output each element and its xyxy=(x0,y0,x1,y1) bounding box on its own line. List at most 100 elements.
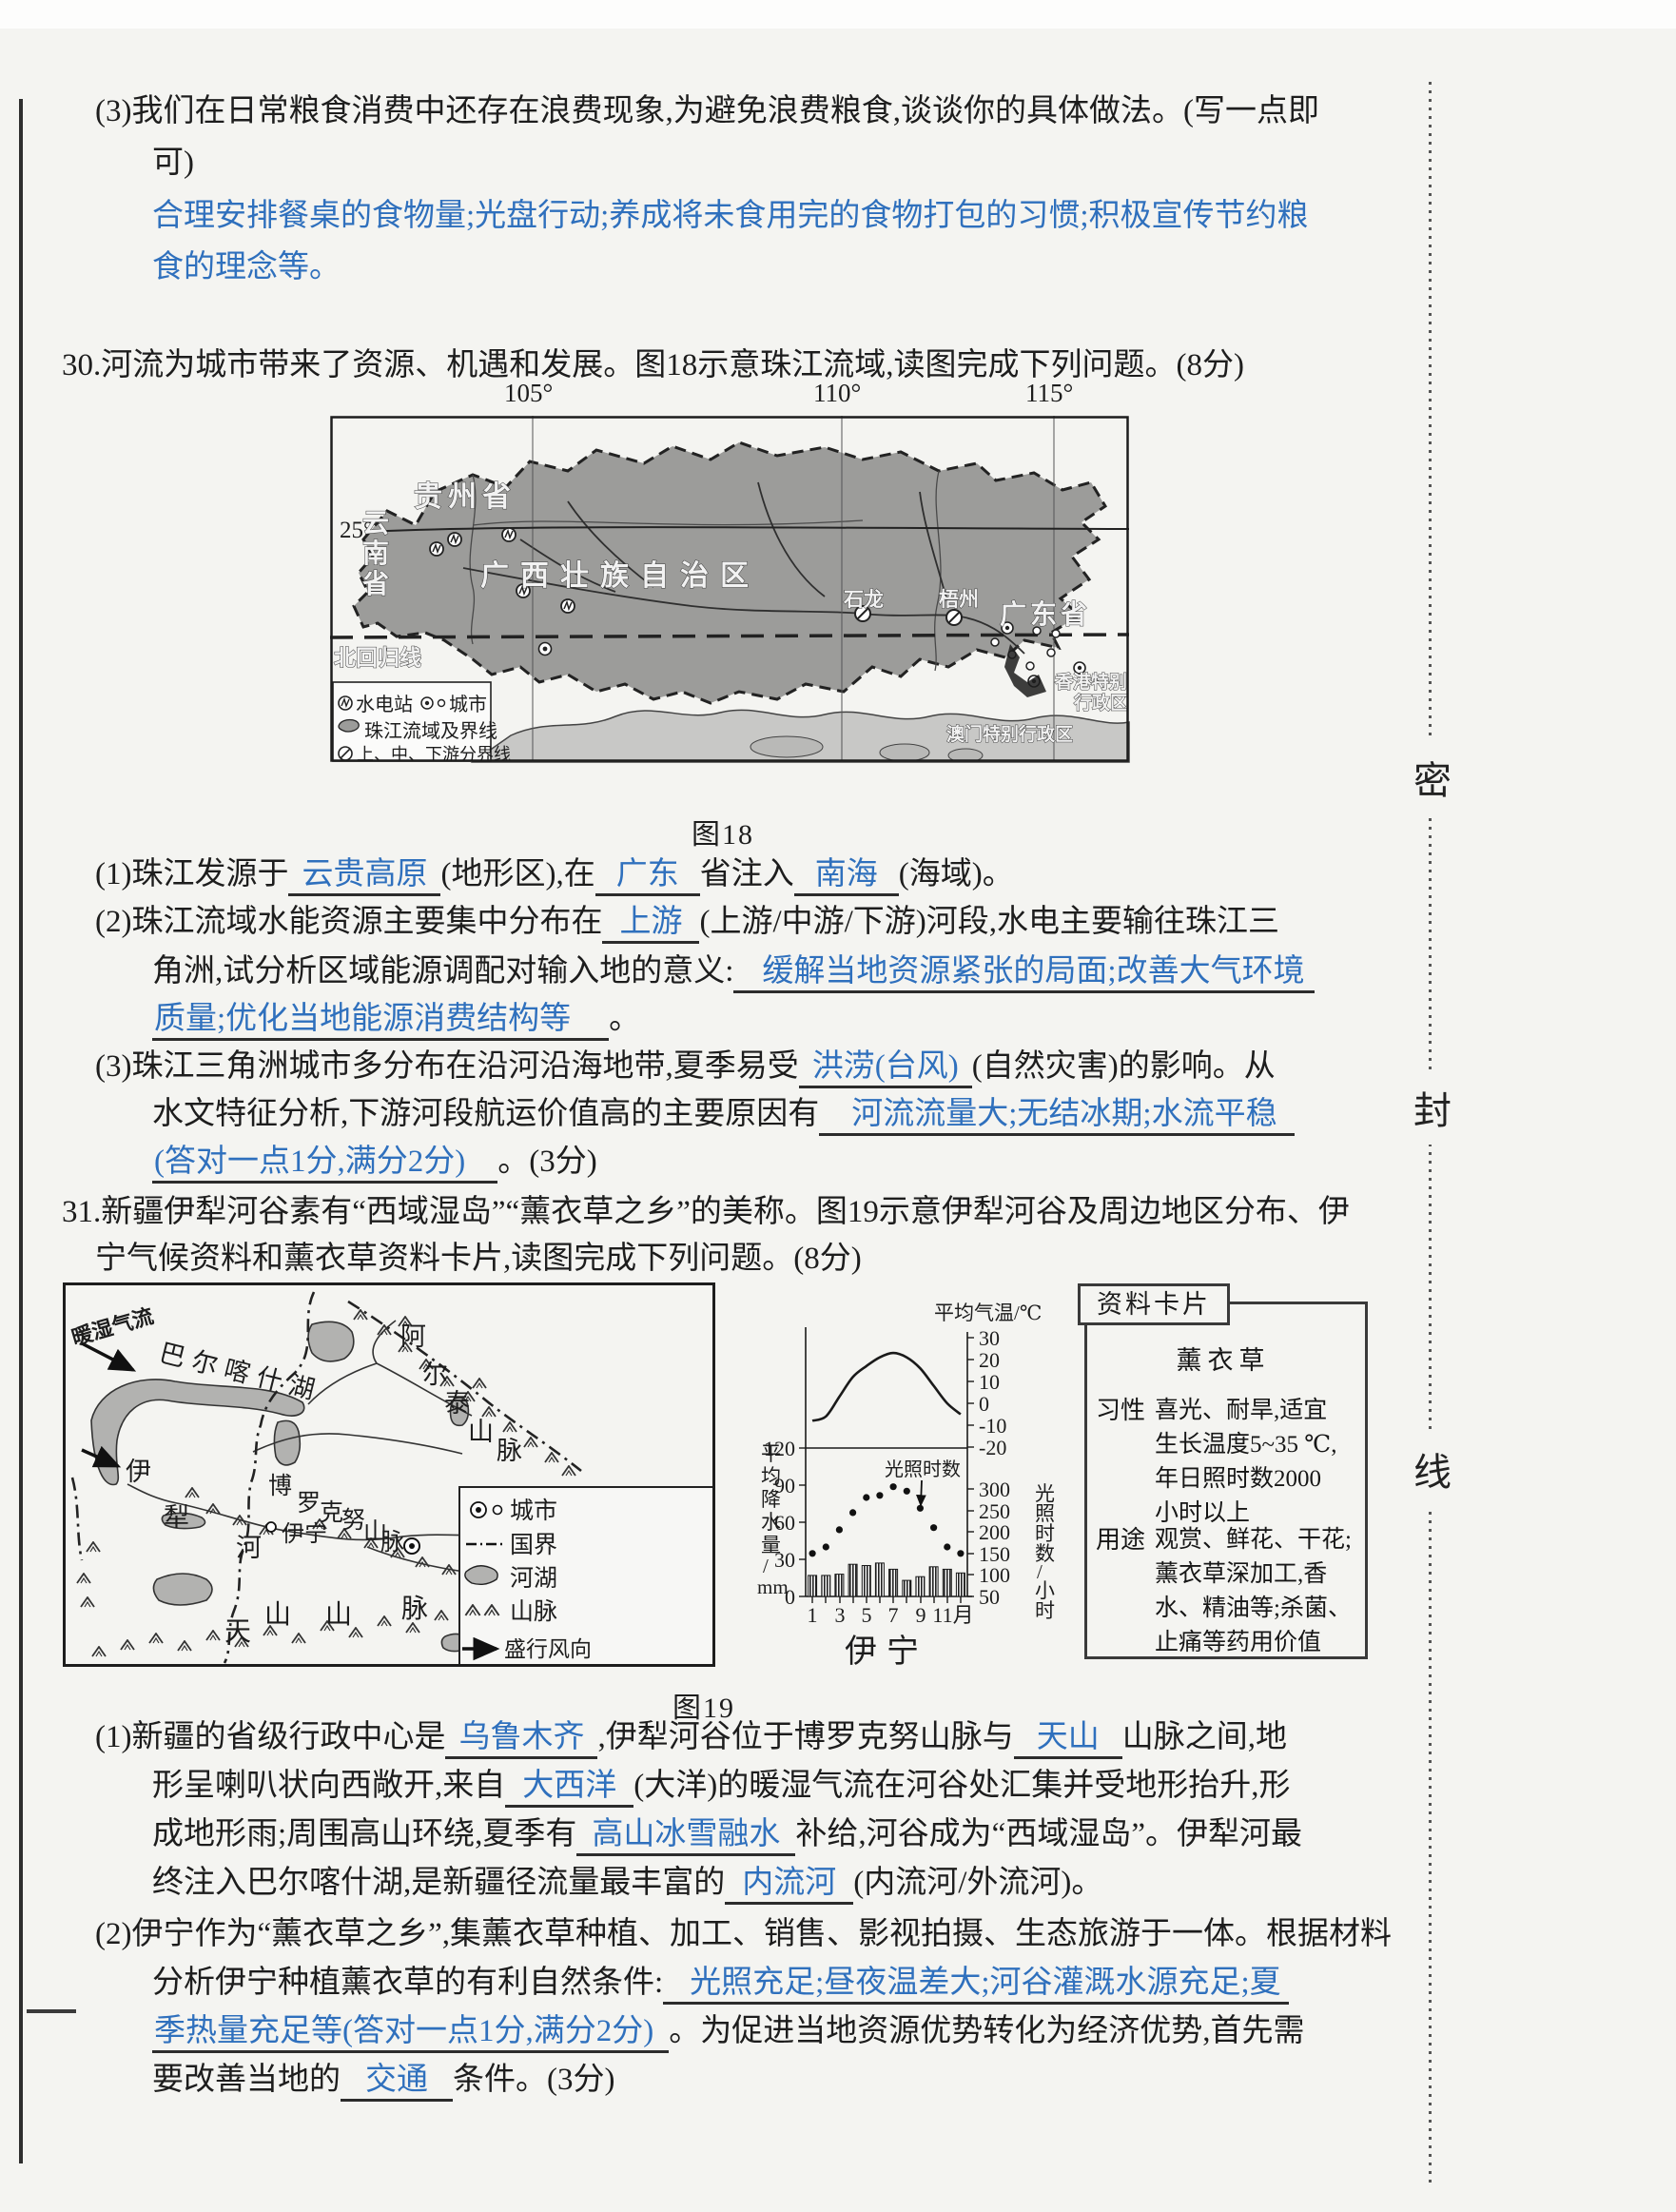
q31-sub1-line3: 成地形雨;周围高山环绕,夏季有 高山冰雪融水 补给,河谷成为“西域湿岛”。伊犁河最 xyxy=(152,1814,1302,1856)
svg-text:水电站: 水电站 xyxy=(356,694,413,715)
card-trait-3: 年日照时数2000 xyxy=(1155,1466,1322,1492)
map18-sea xyxy=(470,709,1130,763)
map19-wind-arrows xyxy=(81,1341,137,1468)
svg-text:20: 20 xyxy=(979,1348,1000,1372)
map19-warm-air-label: 暖湿气流 xyxy=(68,1304,155,1350)
q29-3-answer1: 合理安排餐桌的食物量;光盘行动;养成将未食用完的食物打包的习惯;积极宣传节约粮 xyxy=(152,199,1309,233)
map18-lon-110: 110° xyxy=(813,379,862,407)
sunshine-note-arrow xyxy=(916,1479,926,1507)
svg-text:300: 300 xyxy=(979,1478,1010,1501)
map18-legend: 水电站 城市 珠江流域及界线 上、中、下游分界线 xyxy=(332,681,511,764)
svg-text:mm: mm xyxy=(757,1576,789,1598)
map18-lon-105: 105° xyxy=(504,379,554,407)
svg-text:脉: 脉 xyxy=(497,1437,522,1465)
card-use-2: 薰衣草深加工,香 xyxy=(1155,1561,1328,1587)
svg-text:城市: 城市 xyxy=(510,1498,557,1524)
sun-axis-title: 光 照 时 数 / 小 时 xyxy=(1035,1482,1055,1622)
answer-blank: 乌鲁木齐 xyxy=(445,1720,598,1759)
svg-text:5: 5 xyxy=(862,1603,872,1627)
svg-text:0: 0 xyxy=(979,1392,989,1416)
plot-series xyxy=(808,1351,965,1597)
q30-sub3-line2: 水文特征分析,下游河段航运价值高的主要原因有 河流流量大;无结冰期;水流平稳 xyxy=(152,1094,1295,1136)
svg-text:山: 山 xyxy=(264,1599,291,1630)
map18-rivers xyxy=(462,481,1025,655)
map18-macau-label: 澳门特别行政区 xyxy=(946,723,1073,745)
svg-text:水: 水 xyxy=(761,1511,781,1534)
answer-blank: 内流河 xyxy=(725,1866,854,1905)
answer-blank: (答对一点1分,满分2分) xyxy=(152,1145,498,1184)
svg-text:-20: -20 xyxy=(979,1436,1006,1459)
precip-axis-title: 平 均 降 水 量 / mm xyxy=(757,1442,789,1598)
map18-lat25-line xyxy=(365,526,1130,533)
svg-text:克: 克 xyxy=(320,1499,343,1526)
map19-yining-label: 伊宁 xyxy=(282,1521,327,1547)
svg-text:犁: 犁 xyxy=(164,1503,189,1532)
q31-sub2-line2: 分析伊宁种植薰衣草的有利自然条件: 光照充足;昼夜温差大;河谷灌溉水源充足;夏 xyxy=(152,1963,1289,2005)
answer-blank: 广东 xyxy=(594,857,700,896)
svg-text:1: 1 xyxy=(808,1603,818,1627)
answer-blank: 上游 xyxy=(602,905,700,944)
svg-text:/: / xyxy=(763,1555,769,1577)
q29-3-line1: (3)我们在日常粮食消费中还存在浪费现象,为避免浪费粮食,谈谈你的具体做法。(写… xyxy=(95,94,1319,128)
svg-text:-10: -10 xyxy=(979,1414,1006,1438)
svg-text:阿: 阿 xyxy=(400,1322,426,1351)
map19-altai-label: 阿 尔 泰 山 脉 xyxy=(400,1322,522,1465)
map19-city-symbol xyxy=(403,1537,420,1555)
map19-national-border xyxy=(70,1291,582,1664)
map18-tropic-line xyxy=(329,633,1130,639)
svg-text:100: 100 xyxy=(979,1563,1010,1587)
q30-sub2-line1: (2)珠江流域水能资源主要集中分布在 上游 (上游/中游/下游)河段,水电主要输往珠… xyxy=(95,902,1279,944)
map18-graticule xyxy=(532,416,1055,762)
svg-text:尔: 尔 xyxy=(422,1360,448,1389)
answer-blank: 光照充足;昼夜温差大;河谷灌溉水源充足;夏 xyxy=(663,1966,1289,2005)
answer-blank: 高山冰雪融水 xyxy=(576,1817,796,1856)
svg-text:泰: 泰 xyxy=(444,1389,470,1418)
q31-heading-line2: 宁气候资料和薰衣草资料卡片,读图完成下列问题。(8分) xyxy=(95,1242,862,1276)
temp-axis-ticks: 30 20 10 0 -10 -20 xyxy=(967,1326,1006,1459)
answer-blank: 河流流量大;无结冰期;水流平稳 xyxy=(819,1097,1295,1136)
svg-text:河: 河 xyxy=(236,1534,262,1562)
map18-shilong-label: 石龙 xyxy=(843,588,884,611)
map19-yining-dot xyxy=(265,1521,277,1533)
svg-text:7: 7 xyxy=(888,1603,899,1627)
map19-border xyxy=(63,1282,715,1667)
svg-text:云: 云 xyxy=(362,509,389,538)
svg-text:上、中、下游分界线: 上、中、下游分界线 xyxy=(357,745,511,764)
card-use-4: 止痛等药用价值 xyxy=(1155,1630,1322,1655)
svg-text:250: 250 xyxy=(979,1499,1010,1523)
map18-estuary xyxy=(1004,644,1046,697)
map18-lon-115: 115° xyxy=(1025,379,1074,407)
svg-text:量: 量 xyxy=(761,1534,781,1556)
left-margin-rule xyxy=(19,99,23,2163)
map18-border xyxy=(330,416,1129,762)
map18-pearl-river: 25° 北回归线 贵州省 云 南 省 广西壮族自治区 广东省 石龙 梧州 香港特… xyxy=(329,416,1130,764)
map18-hydro-symbols xyxy=(429,527,575,614)
card-use-1: 观赏、鲜花、干花; xyxy=(1155,1527,1352,1553)
q31-sub2-line4: 要改善当地的 交通 条件。(3分) xyxy=(152,2060,614,2102)
sunshine-note: 光照时数 xyxy=(885,1458,961,1480)
svg-text:河湖: 河湖 xyxy=(510,1565,557,1592)
answer-blank: 云贵高原 xyxy=(288,857,441,896)
answer-blank: 缓解当地资源紧张的局面;改善大气环境 xyxy=(733,954,1315,993)
card-trait-1: 喜光、耐旱,适宜 xyxy=(1155,1398,1328,1423)
svg-text:120: 120 xyxy=(764,1437,795,1460)
map18-lat25-label: 25° xyxy=(340,518,373,543)
svg-text:11月: 11月 xyxy=(932,1603,973,1627)
map18-tropic-label: 北回归线 xyxy=(334,645,421,670)
card-trait-4: 小时以上 xyxy=(1155,1500,1251,1526)
svg-text:天: 天 xyxy=(224,1617,251,1647)
q31-sub1-line4: 终注入巴尔喀什湖,是新疆径流量最丰富的 内流河 (内流河/外流河)。 xyxy=(152,1863,1102,1905)
svg-text:南: 南 xyxy=(362,538,389,569)
fig18-caption: 图18 xyxy=(692,819,754,851)
q30-sub3-line1: (3)珠江三角洲城市多分布在沿河沿海地带,夏季易受 洪涝(台风) (自然灾害)的影响… xyxy=(95,1047,1276,1088)
card-use-3: 水、精油等;杀菌、 xyxy=(1155,1595,1352,1621)
map19-lakes xyxy=(90,1321,472,1653)
answer-blank: 交通 xyxy=(341,2063,453,2102)
svg-text:数: 数 xyxy=(1035,1542,1055,1565)
answer-blank: 天山 xyxy=(1013,1720,1122,1759)
svg-text:山: 山 xyxy=(468,1418,494,1446)
svg-text:10: 10 xyxy=(979,1370,1000,1394)
q31-sub2-line1: (2)伊宁作为“薰衣草之乡”,集薰衣草种植、加工、销售、影视拍摄、生态旅游于一体… xyxy=(95,1917,1393,1951)
map18-hk-label-1: 香港特别 xyxy=(1054,672,1127,693)
answer-blank: 洪涝(台风) xyxy=(798,1049,972,1088)
